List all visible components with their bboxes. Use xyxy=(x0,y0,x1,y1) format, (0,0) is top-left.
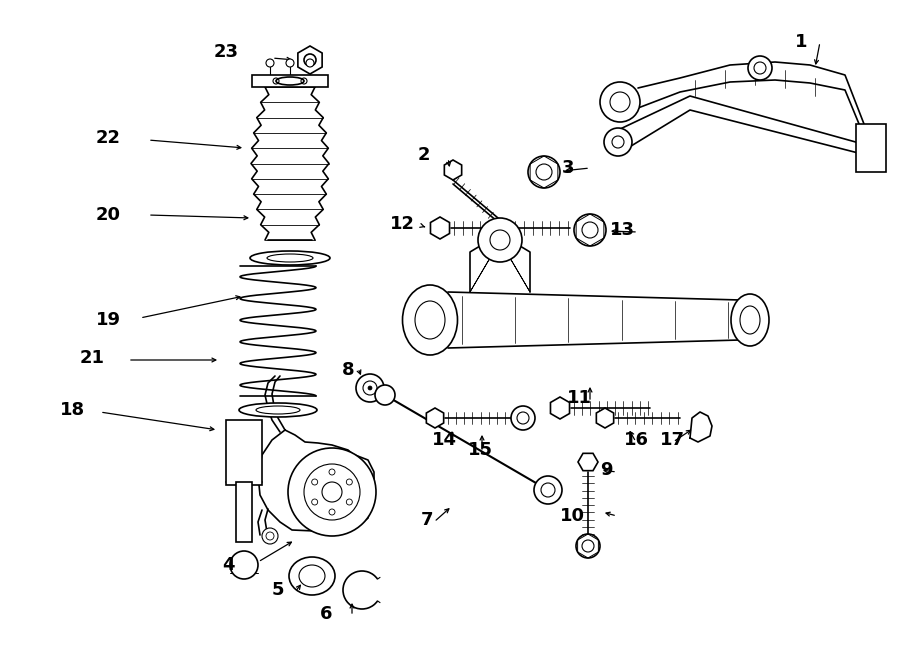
Text: 3: 3 xyxy=(562,159,574,177)
Circle shape xyxy=(230,551,258,579)
Ellipse shape xyxy=(731,294,769,346)
Circle shape xyxy=(574,214,606,246)
Circle shape xyxy=(329,509,335,515)
Circle shape xyxy=(286,59,294,67)
Text: 2: 2 xyxy=(418,146,430,164)
Ellipse shape xyxy=(239,403,317,417)
Text: 5: 5 xyxy=(272,581,284,599)
Bar xyxy=(236,482,252,542)
Ellipse shape xyxy=(289,557,335,595)
Circle shape xyxy=(576,534,600,558)
Text: 11: 11 xyxy=(567,389,592,407)
Circle shape xyxy=(306,59,314,67)
Text: 10: 10 xyxy=(560,507,585,525)
Text: 23: 23 xyxy=(214,43,239,61)
Circle shape xyxy=(600,82,640,122)
Circle shape xyxy=(478,218,522,262)
Ellipse shape xyxy=(250,251,330,265)
Text: 14: 14 xyxy=(432,431,457,449)
Text: 16: 16 xyxy=(624,431,649,449)
Circle shape xyxy=(346,479,352,485)
Circle shape xyxy=(375,385,395,405)
Text: 13: 13 xyxy=(610,221,635,239)
Ellipse shape xyxy=(402,285,457,355)
Circle shape xyxy=(356,374,384,402)
Text: 17: 17 xyxy=(660,431,685,449)
Text: 19: 19 xyxy=(96,311,121,329)
Bar xyxy=(856,124,886,172)
Circle shape xyxy=(534,476,562,504)
Circle shape xyxy=(266,59,274,67)
Circle shape xyxy=(346,499,352,505)
Circle shape xyxy=(528,156,560,188)
Text: 18: 18 xyxy=(60,401,86,419)
Circle shape xyxy=(311,499,318,505)
Circle shape xyxy=(511,406,535,430)
Text: 1: 1 xyxy=(795,33,807,51)
Text: 12: 12 xyxy=(390,215,415,233)
Bar xyxy=(226,420,262,485)
Text: 4: 4 xyxy=(222,556,235,574)
Text: 15: 15 xyxy=(468,441,493,459)
Text: 21: 21 xyxy=(80,349,105,367)
Circle shape xyxy=(604,128,632,156)
Circle shape xyxy=(288,448,376,536)
Text: 20: 20 xyxy=(96,206,121,224)
Text: 7: 7 xyxy=(421,511,434,529)
Circle shape xyxy=(311,479,318,485)
Circle shape xyxy=(748,56,772,80)
Text: 22: 22 xyxy=(96,129,121,147)
Text: 9: 9 xyxy=(600,461,613,479)
Circle shape xyxy=(368,386,372,390)
Text: 6: 6 xyxy=(320,605,332,623)
Circle shape xyxy=(329,469,335,475)
Bar xyxy=(252,75,328,87)
Circle shape xyxy=(262,528,278,544)
Text: 8: 8 xyxy=(342,361,355,379)
